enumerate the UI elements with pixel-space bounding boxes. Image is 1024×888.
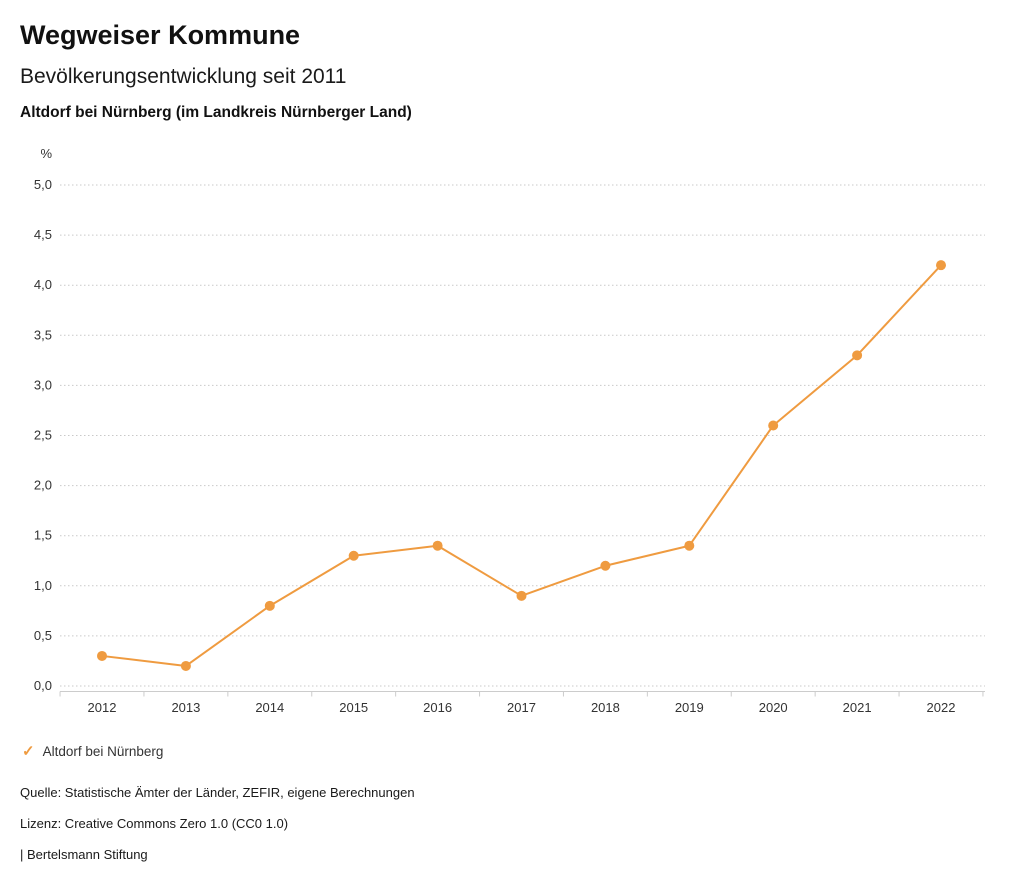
data-point-2021[interactable] [852, 350, 863, 361]
y-axis-tick-label: 2,5 [34, 428, 52, 443]
y-axis-tick-label: 1,0 [34, 578, 52, 593]
license-text: Lizenz: Creative Commons Zero 1.0 (CC0 1… [20, 816, 289, 831]
y-axis-tick-label: 4,0 [34, 277, 52, 292]
data-point-2015[interactable] [348, 550, 359, 561]
data-point-2018[interactable] [600, 560, 611, 571]
chart-location-title: Altdorf bei Nürnberg (im Landkreis Nürnb… [20, 104, 412, 121]
legend-item-label: Altdorf bei Nürnberg [42, 744, 164, 759]
data-point-2017[interactable] [516, 590, 527, 601]
data-point-2016[interactable] [432, 540, 443, 551]
x-axis-tick-label: 2020 [759, 700, 788, 715]
y-axis-tick-label: 3,0 [34, 377, 52, 392]
y-axis-tick-label: 4,5 [34, 227, 52, 242]
x-axis-tick-label: 2013 [171, 700, 200, 715]
x-axis-tick-label: 2017 [507, 700, 536, 715]
population-line-chart: 0,0 0,5 1,0 1,5 2,0 2,5 3,0 3,5 4,0 4,5 5,0% 2012 20… [34, 146, 985, 715]
x-axis-tick-label: 2021 [843, 700, 872, 715]
source-text: Quelle: Statistische Ämter der Länder, Z… [20, 785, 415, 800]
y-axis-tick-label: 0,5 [34, 628, 52, 643]
x-axis-tick-label: 2016 [423, 700, 452, 715]
x-axis-tick-label: 2012 [88, 700, 117, 715]
legend-check-icon: ✓ [22, 743, 35, 760]
data-point-2014[interactable] [264, 600, 275, 611]
x-axis-tick-label: 2018 [591, 700, 620, 715]
x-axis-tick-label: 2019 [675, 700, 704, 715]
y-axis-unit-label: % [40, 146, 52, 161]
y-axis-tick-label: 0,0 [34, 678, 52, 693]
y-axis-tick-label: 1,5 [34, 528, 52, 543]
x-axis-tick-label: 2022 [927, 700, 956, 715]
chart-subtitle: Bevölkerungsentwicklung seit 2011 [20, 65, 347, 88]
y-axis-tick-label: 3,5 [34, 327, 52, 342]
data-point-2020[interactable] [768, 420, 779, 431]
y-axis-tick-label: 2,0 [34, 478, 52, 493]
x-axis-tick-label: 2014 [255, 700, 284, 715]
x-axis-tick-label: 2015 [339, 700, 368, 715]
attribution-text: | Bertelsmann Stiftung [20, 847, 148, 862]
legend-item-altdorf[interactable]: ✓ Altdorf bei Nürnberg [22, 744, 163, 759]
page-title: Wegweiser Kommune [20, 20, 301, 50]
data-point-2013[interactable] [180, 660, 191, 671]
data-point-2019[interactable] [684, 540, 695, 551]
series-line [101, 264, 942, 667]
data-point-2022[interactable] [936, 260, 946, 271]
y-axis-tick-label: 5,0 [34, 177, 52, 192]
data-point-2012[interactable] [97, 650, 107, 661]
